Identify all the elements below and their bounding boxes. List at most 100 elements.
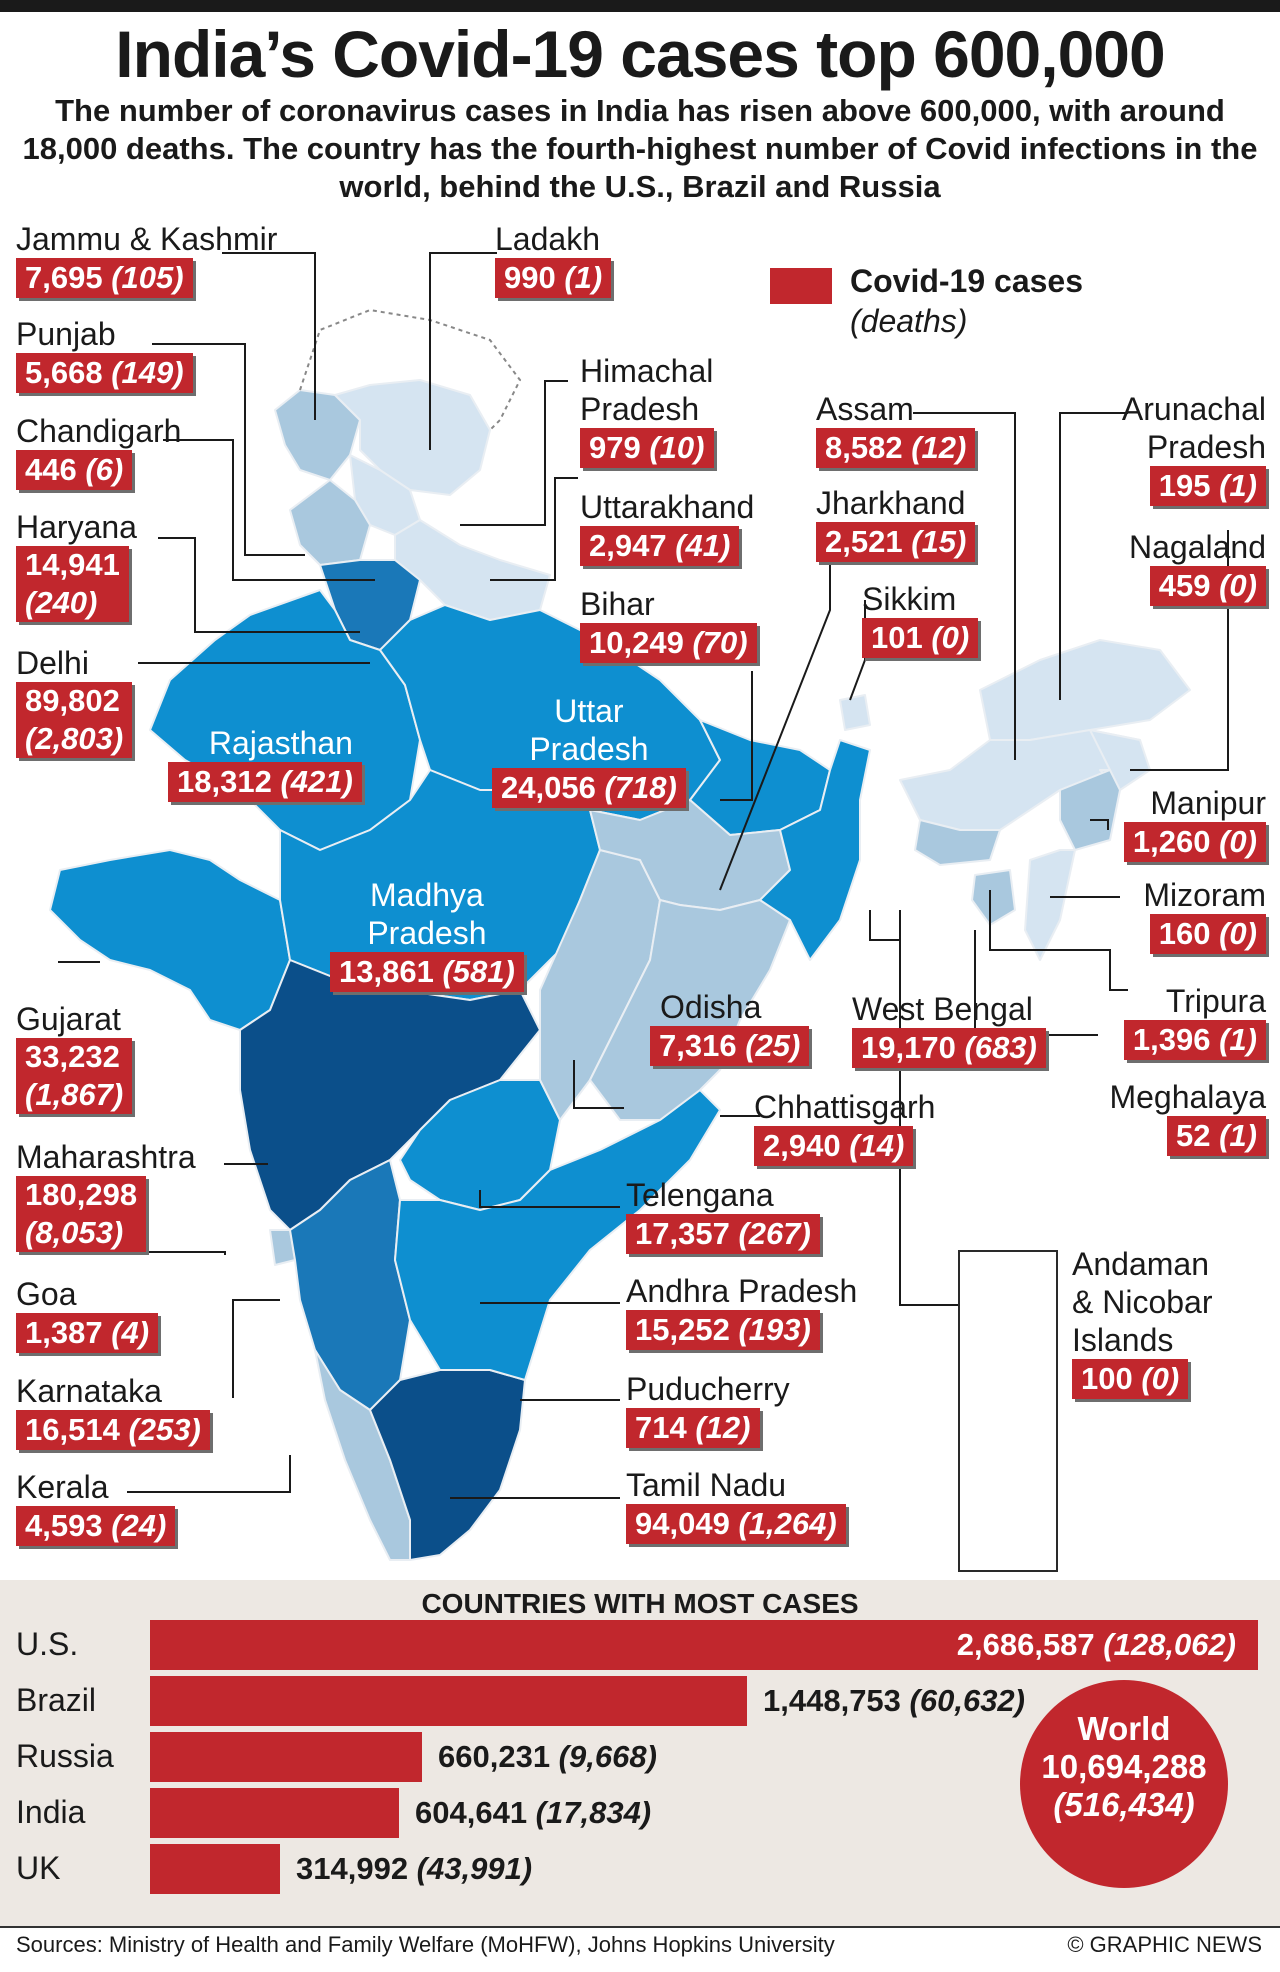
label-andhra-pradesh: Andhra Pradesh 15,252 (193) xyxy=(626,1272,857,1350)
state-name: Punjab xyxy=(16,316,116,352)
legend-swatch xyxy=(770,268,832,304)
region-manipur xyxy=(1059,769,1121,851)
state-name: Karnataka xyxy=(16,1373,162,1409)
state-value: 16,514 (253) xyxy=(16,1410,210,1450)
region-punjab xyxy=(289,479,371,566)
state-name-2: Pradesh xyxy=(580,391,700,427)
world-total-badge: World 10,694,288 (516,434) xyxy=(1020,1680,1228,1888)
state-name: Kerala xyxy=(16,1469,109,1505)
state-value: 8,582 (12) xyxy=(816,428,976,468)
state-value: 7,695 (105) xyxy=(16,258,193,298)
country-label: UK xyxy=(16,1850,61,1886)
label-maharashtra: Maharashtra 180,298 (8,053) xyxy=(16,1138,196,1252)
label-telengana: Telengana 17,357 (267) xyxy=(626,1176,820,1254)
state-value: 33,232 (1,867) xyxy=(16,1038,133,1114)
state-name: Andhra Pradesh xyxy=(626,1273,858,1309)
label-west-bengal: West Bengal 19,170 (683) xyxy=(852,990,1046,1068)
state-name: Meghalaya xyxy=(1109,1079,1266,1115)
label-madhya-pradesh: Madhya Pradesh 13,861 (581) xyxy=(330,876,524,992)
label-ladakh: Ladakh 990 (1) xyxy=(495,220,612,298)
label-tamil-nadu: Tamil Nadu 94,049 (1,264) xyxy=(626,1466,846,1544)
state-value: 10,249 (70) xyxy=(580,623,757,663)
state-name: Haryana xyxy=(16,509,137,545)
state-name: Rajasthan xyxy=(208,725,353,761)
credit-text: © GRAPHIC NEWS xyxy=(1067,1932,1262,1957)
state-name-2: & Nicobar xyxy=(1072,1284,1213,1320)
legend-subtitle: (deaths) xyxy=(850,303,968,339)
region-ladakh xyxy=(334,379,491,496)
state-name: Delhi xyxy=(16,645,89,681)
country-label: Brazil xyxy=(16,1682,97,1718)
state-name: Manipur xyxy=(1150,785,1266,821)
state-value: 89,802 (2,803) xyxy=(16,682,133,758)
state-value: 160 (0) xyxy=(1149,914,1266,954)
state-value: 15,252 (193) xyxy=(626,1310,820,1350)
top-rule xyxy=(0,0,1280,12)
state-value: 5,668 (149) xyxy=(16,353,193,393)
label-assam: Assam 8,582 (12) xyxy=(816,390,976,468)
state-value: 7,316 (25) xyxy=(650,1026,810,1066)
state-value: 990 (1) xyxy=(495,258,612,298)
state-value: 13,861 (581) xyxy=(330,952,524,992)
state-name: Andaman xyxy=(1072,1246,1209,1282)
country-label: Russia xyxy=(16,1738,114,1774)
state-name-2: Pradesh xyxy=(529,731,649,767)
label-manipur: Manipur 1,260 (0) xyxy=(1123,784,1266,862)
country-bar xyxy=(150,1676,747,1726)
state-value: 180,298 (8,053) xyxy=(16,1176,147,1252)
state-name-2: Pradesh xyxy=(367,915,487,951)
state-value: 195 (1) xyxy=(1149,466,1266,506)
state-name: West Bengal xyxy=(852,991,1033,1027)
state-name: Chhattisgarh xyxy=(754,1089,936,1125)
label-bihar: Bihar 10,249 (70) xyxy=(580,585,757,663)
state-name: Jharkhand xyxy=(816,485,966,521)
label-nagaland: Nagaland 459 (0) xyxy=(1129,528,1266,606)
label-chhattisgarh: Chhattisgarh 2,940 (14) xyxy=(754,1088,935,1166)
state-name: Arunachal xyxy=(1121,391,1266,427)
disputed-border xyxy=(299,308,522,431)
region-west-bengal xyxy=(759,739,871,961)
region-tripura xyxy=(971,869,1016,926)
state-value: 2,947 (41) xyxy=(580,526,740,566)
state-value: 100 (0) xyxy=(1072,1359,1189,1399)
label-arunachal: Arunachal Pradesh 195 (1) xyxy=(1122,390,1266,506)
label-himachal: Himachal Pradesh 979 (10) xyxy=(580,352,714,468)
state-value: 2,521 (15) xyxy=(816,522,976,562)
label-tripura: Tripura 1,396 (1) xyxy=(1123,982,1266,1060)
country-label: India xyxy=(16,1794,86,1830)
label-jammu-kashmir: Jammu & Kashmir 7,695 (105) xyxy=(16,220,277,298)
state-name: Mizoram xyxy=(1143,877,1266,913)
state-name: Tamil Nadu xyxy=(626,1467,787,1503)
state-value: 17,357 (267) xyxy=(626,1214,820,1254)
region-uttarakhand xyxy=(394,519,551,621)
world-label: World xyxy=(1077,1710,1171,1747)
state-name: Assam xyxy=(816,391,914,427)
state-value: 1,260 (0) xyxy=(1123,822,1266,862)
state-name: Uttar xyxy=(554,693,624,729)
state-value: 24,056 (718) xyxy=(492,768,686,808)
state-name-2: Pradesh xyxy=(1146,429,1266,465)
state-value: 459 (0) xyxy=(1149,566,1266,606)
state-name: Telengana xyxy=(626,1177,774,1213)
sources-text: Sources: Ministry of Health and Family W… xyxy=(16,1932,835,1957)
state-value: 4,593 (24) xyxy=(16,1506,176,1546)
world-cases: 10,694,288 xyxy=(1041,1748,1207,1785)
label-delhi: Delhi 89,802 (2,803) xyxy=(16,644,133,758)
country-value-label: 660,231 (9,668) xyxy=(438,1739,657,1774)
label-sikkim: Sikkim 101 (0) xyxy=(862,580,979,658)
state-value: 2,940 (14) xyxy=(754,1126,914,1166)
region-mizoram xyxy=(1024,849,1076,961)
state-name: Goa xyxy=(16,1276,77,1312)
page-subtitle: The number of coronavirus cases in India… xyxy=(22,93,1258,204)
state-name: Uttarakhand xyxy=(580,489,755,525)
state-value: 19,170 (683) xyxy=(852,1028,1046,1068)
state-name: Ladakh xyxy=(495,221,600,257)
label-punjab: Punjab 5,668 (149) xyxy=(16,315,193,393)
state-value: 94,049 (1,264) xyxy=(626,1504,846,1544)
label-chandigarh: Chandigarh 446 (6) xyxy=(16,412,181,490)
state-name: Puducherry xyxy=(626,1371,790,1407)
state-name: Nagaland xyxy=(1129,529,1266,565)
legend-title: Covid-19 cases xyxy=(850,263,1084,299)
country-label: U.S. xyxy=(16,1626,79,1662)
label-odisha: Odisha 7,316 (25) xyxy=(650,988,810,1066)
